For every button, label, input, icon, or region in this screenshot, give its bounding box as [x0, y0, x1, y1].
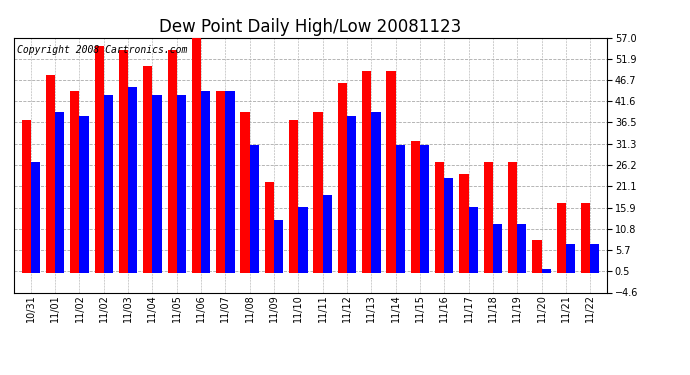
Bar	[70, 92, 79, 273]
Bar	[274, 220, 284, 273]
Bar	[460, 174, 469, 273]
Bar	[250, 145, 259, 273]
Title: Dew Point Daily High/Low 20081123: Dew Point Daily High/Low 20081123	[159, 18, 462, 36]
Bar	[144, 66, 152, 273]
Bar	[226, 92, 235, 273]
Bar	[435, 162, 444, 273]
Bar	[240, 112, 250, 273]
Bar	[444, 178, 453, 273]
Bar	[313, 112, 323, 273]
Bar	[95, 46, 103, 273]
Bar	[119, 50, 128, 273]
Bar	[518, 224, 526, 273]
Bar	[542, 269, 551, 273]
Text: Copyright 2008 Cartronics.com: Copyright 2008 Cartronics.com	[17, 45, 187, 55]
Bar	[371, 112, 381, 273]
Bar	[192, 38, 201, 273]
Bar	[420, 145, 429, 273]
Bar	[469, 207, 477, 273]
Bar	[411, 141, 420, 273]
Bar	[362, 70, 371, 273]
Bar	[557, 203, 566, 273]
Bar	[323, 195, 332, 273]
Bar	[79, 116, 89, 273]
Bar	[152, 96, 161, 273]
Bar	[46, 75, 55, 273]
Bar	[177, 96, 186, 273]
Bar	[104, 96, 113, 273]
Bar	[532, 240, 542, 273]
Bar	[216, 92, 226, 273]
Bar	[55, 112, 64, 273]
Bar	[298, 207, 308, 273]
Bar	[168, 50, 177, 273]
Bar	[201, 92, 210, 273]
Bar	[590, 244, 600, 273]
Bar	[566, 244, 575, 273]
Bar	[337, 83, 347, 273]
Bar	[581, 203, 590, 273]
Bar	[31, 162, 40, 273]
Bar	[21, 120, 31, 273]
Bar	[265, 182, 274, 273]
Bar	[347, 116, 356, 273]
Bar	[395, 145, 405, 273]
Bar	[386, 70, 395, 273]
Bar	[508, 162, 518, 273]
Bar	[289, 120, 298, 273]
Bar	[128, 87, 137, 273]
Bar	[493, 224, 502, 273]
Bar	[484, 162, 493, 273]
